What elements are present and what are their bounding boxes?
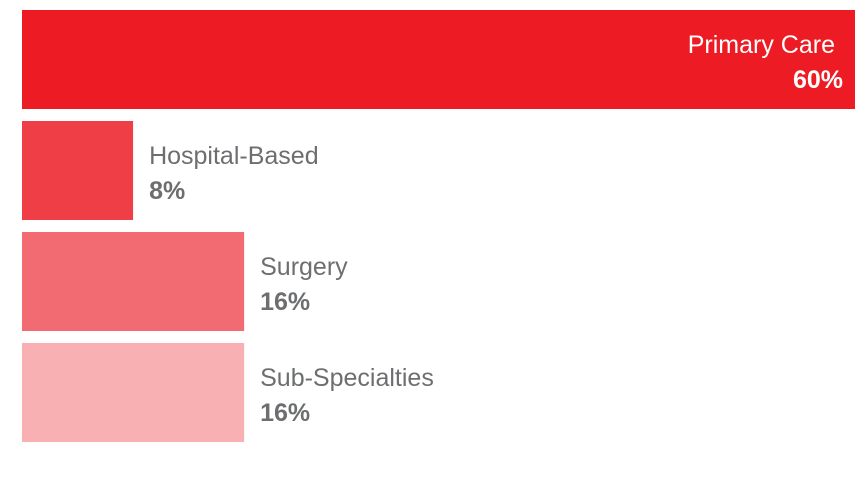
bar-hospital-based — [22, 121, 134, 220]
value-label-surgery: 16% — [260, 288, 310, 316]
category-label-surgery: Surgery — [260, 253, 348, 281]
bar-sub-specialties — [22, 343, 245, 442]
value-label-hospital-based: 8% — [149, 177, 185, 205]
category-label-primary-care: Primary Care — [688, 31, 835, 59]
value-label-sub-specialties: 16% — [260, 399, 310, 427]
category-label-hospital-based: Hospital-Based — [149, 142, 319, 170]
bars-group — [22, 10, 855, 442]
bar-surgery — [22, 232, 245, 331]
value-label-primary-care: 60% — [793, 66, 843, 94]
labels-group: Primary Care 60% Hospital-Based 8% Surgery 16… — [149, 31, 843, 427]
category-label-sub-specialties: Sub-Specialties — [260, 364, 434, 392]
bar-primary-care — [22, 10, 855, 109]
